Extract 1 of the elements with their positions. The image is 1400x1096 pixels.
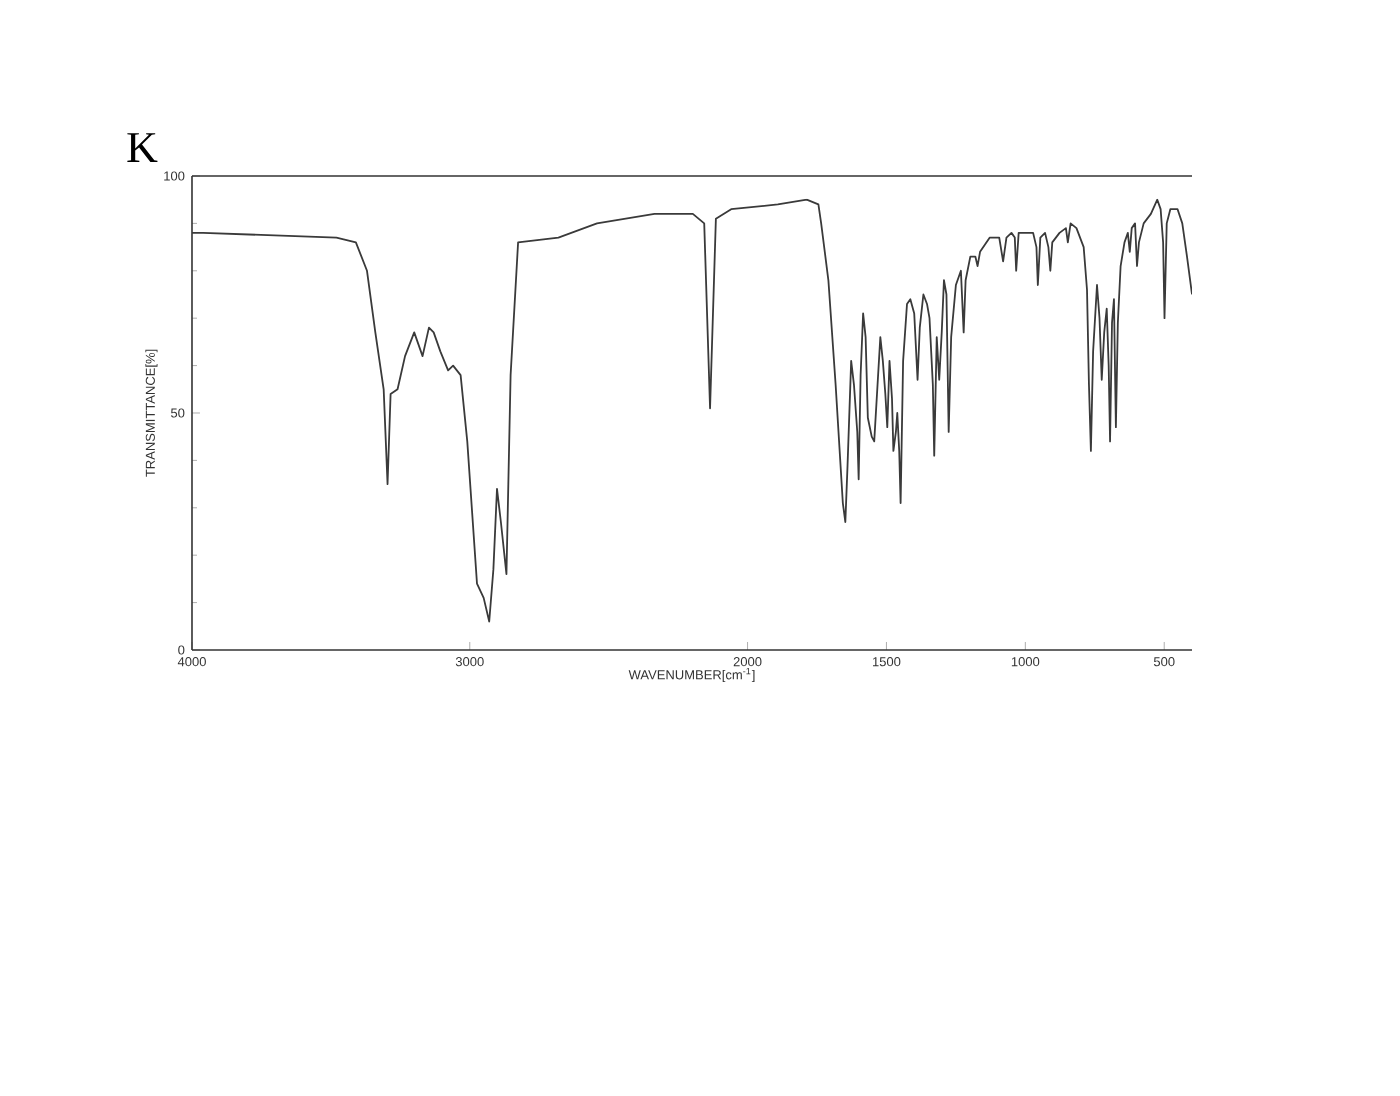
chart-title: K bbox=[127, 133, 158, 162]
